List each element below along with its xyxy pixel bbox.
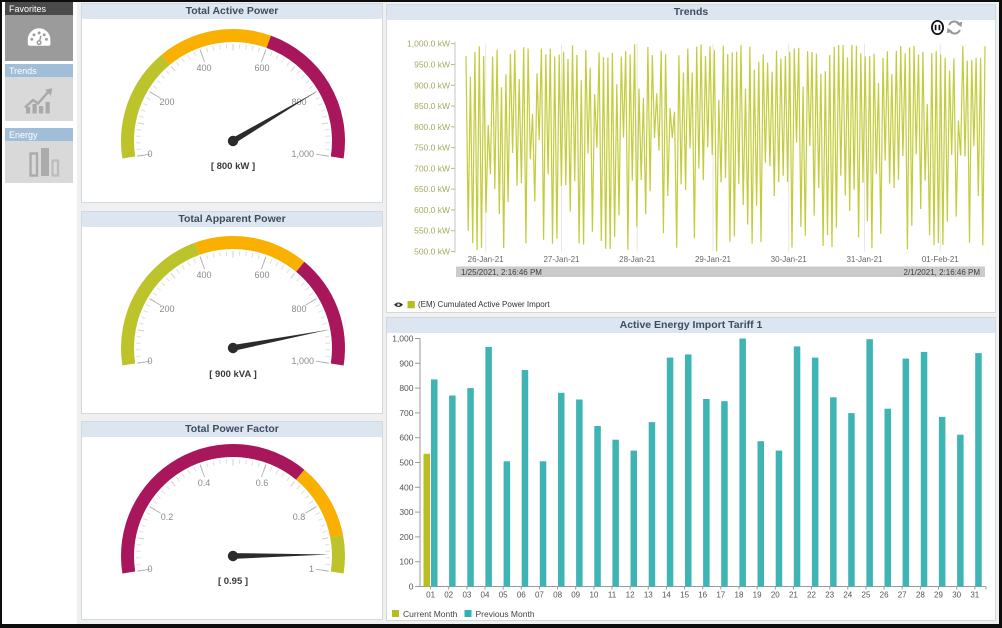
svg-text:100: 100 (399, 557, 413, 567)
svg-text:750.0 kW: 750.0 kW (414, 143, 450, 153)
svg-text:25: 25 (862, 591, 871, 600)
svg-text:12: 12 (626, 591, 635, 600)
svg-text:1,000.0 kW: 1,000.0 kW (407, 39, 450, 49)
svg-text:26: 26 (880, 591, 889, 600)
svg-text:10: 10 (589, 591, 598, 600)
svg-text:300: 300 (399, 507, 413, 517)
svg-text:29: 29 (934, 591, 943, 600)
svg-text:1,000: 1,000 (392, 334, 414, 344)
svg-text:800: 800 (399, 383, 413, 393)
svg-text:200: 200 (159, 97, 174, 107)
svg-text:20: 20 (771, 591, 780, 600)
svg-text:28-Jan-21: 28-Jan-21 (619, 255, 656, 264)
svg-text:26-Jan-21: 26-Jan-21 (468, 255, 505, 264)
svg-text:31: 31 (970, 591, 979, 600)
svg-text:900.0 kW: 900.0 kW (414, 80, 450, 90)
svg-text:30-Jan-21: 30-Jan-21 (771, 255, 808, 264)
svg-text:600: 600 (254, 270, 269, 280)
svg-text:06: 06 (517, 591, 526, 600)
svg-text:800: 800 (291, 304, 306, 314)
svg-text:0.2: 0.2 (161, 512, 174, 522)
svg-text:1,000: 1,000 (291, 356, 314, 366)
svg-text:08: 08 (553, 591, 562, 600)
svg-text:400: 400 (399, 482, 413, 492)
svg-text:01: 01 (426, 591, 435, 600)
svg-text:Current Month: Current Month (403, 609, 458, 619)
svg-text:13: 13 (644, 591, 653, 600)
svg-text:05: 05 (499, 591, 508, 600)
svg-text:27: 27 (898, 591, 907, 600)
svg-text:800.0 kW: 800.0 kW (414, 122, 450, 132)
svg-text:850.0 kW: 850.0 kW (414, 101, 450, 111)
svg-text:500: 500 (399, 458, 413, 468)
svg-text:600.0 kW: 600.0 kW (414, 205, 450, 215)
svg-text:22: 22 (807, 591, 816, 600)
svg-text:(EM) Cumulated Active Power Im: (EM) Cumulated Active Power Import (418, 300, 550, 309)
svg-text:0.6: 0.6 (256, 478, 269, 488)
svg-text:09: 09 (571, 591, 580, 600)
svg-text:07: 07 (535, 591, 544, 600)
svg-text:500.0 kW: 500.0 kW (414, 247, 450, 257)
svg-text:950.0 kW: 950.0 kW (414, 60, 450, 70)
svg-text:0.4: 0.4 (198, 478, 211, 488)
svg-text:19: 19 (753, 591, 762, 600)
svg-text:30: 30 (952, 591, 961, 600)
svg-text:900: 900 (399, 358, 413, 368)
svg-text:03: 03 (462, 591, 471, 600)
svg-text:28: 28 (916, 591, 925, 600)
svg-text:02: 02 (444, 591, 453, 600)
svg-text:1: 1 (309, 564, 314, 574)
svg-text:[ 900 kVA ]: [ 900 kVA ] (209, 369, 257, 380)
svg-text:1,000: 1,000 (291, 149, 314, 159)
svg-text:0: 0 (148, 356, 153, 366)
svg-text:200: 200 (399, 532, 413, 542)
svg-text:15: 15 (680, 591, 689, 600)
svg-text:21: 21 (789, 591, 798, 600)
svg-text:11: 11 (608, 591, 617, 600)
svg-text:550.0 kW: 550.0 kW (414, 226, 450, 236)
svg-text:29-Jan-21: 29-Jan-21 (695, 255, 732, 264)
svg-text:1/25/2021, 2:16:46 PM: 1/25/2021, 2:16:46 PM (461, 268, 542, 277)
svg-text:700.0 kW: 700.0 kW (414, 163, 450, 173)
svg-text:[ 800 kW ]: [ 800 kW ] (211, 161, 255, 172)
svg-text:04: 04 (481, 591, 490, 600)
svg-text:2/1/2021, 2:16:46 PM: 2/1/2021, 2:16:46 PM (904, 268, 981, 277)
svg-text:0: 0 (148, 564, 153, 574)
svg-text:0: 0 (148, 149, 153, 159)
svg-text:200: 200 (159, 304, 174, 314)
svg-text:650.0 kW: 650.0 kW (414, 184, 450, 194)
svg-text:31-Jan-21: 31-Jan-21 (846, 255, 883, 264)
svg-text:400: 400 (196, 270, 211, 280)
svg-text:18: 18 (735, 591, 744, 600)
svg-text:16: 16 (698, 591, 707, 600)
svg-text:24: 24 (843, 591, 852, 600)
svg-text:[ 0.95 ]: [ 0.95 ] (218, 576, 248, 587)
svg-text:0.8: 0.8 (293, 512, 306, 522)
svg-text:600: 600 (254, 63, 269, 73)
svg-text:14: 14 (662, 591, 671, 600)
svg-text:Previous Month: Previous Month (476, 609, 535, 619)
svg-text:27-Jan-21: 27-Jan-21 (543, 255, 580, 264)
svg-text:23: 23 (825, 591, 834, 600)
svg-text:600: 600 (399, 433, 413, 443)
svg-text:700: 700 (399, 408, 413, 418)
svg-text:01-Feb-21: 01-Feb-21 (922, 255, 959, 264)
svg-text:17: 17 (716, 591, 725, 600)
svg-text:400: 400 (196, 63, 211, 73)
svg-text:0: 0 (409, 582, 414, 592)
